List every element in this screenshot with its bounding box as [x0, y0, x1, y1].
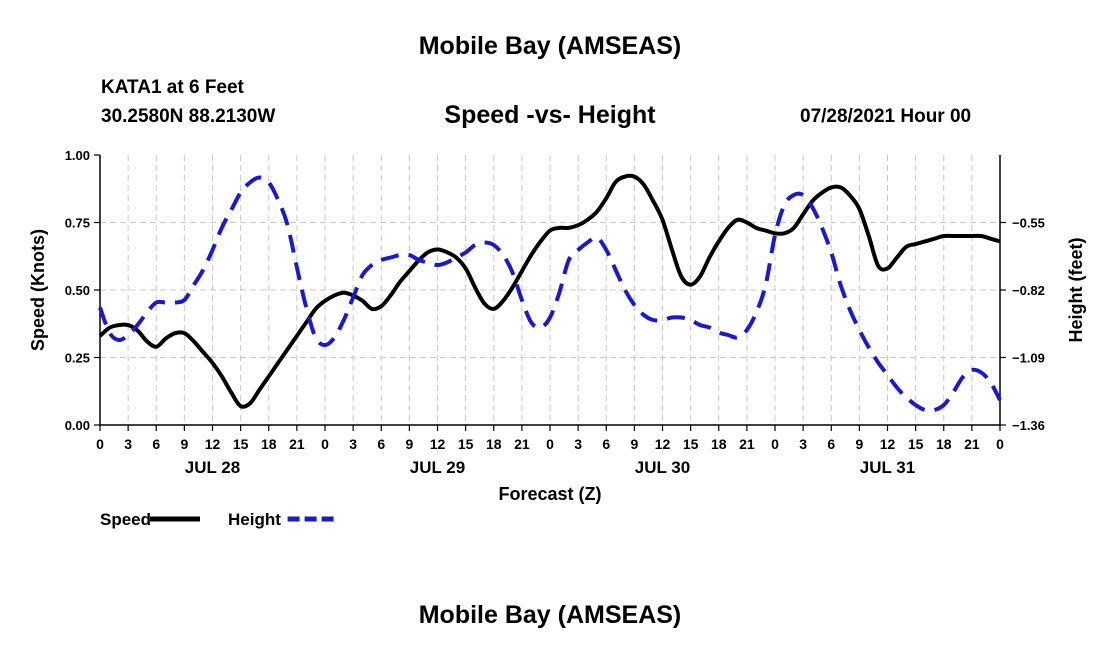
forecast-datetime: 07/28/2021 Hour 00 — [800, 106, 972, 127]
x-tick-label: 18 — [261, 436, 277, 452]
y2-tick-label: −0.82 — [1012, 283, 1045, 298]
x-tick-label: 3 — [349, 436, 357, 452]
x-tick-label: 18 — [486, 436, 502, 452]
day-label: JUL 30 — [635, 458, 690, 477]
station-coordinates: 30.2580N 88.2130W — [101, 106, 276, 127]
y2-tick-label: −1.36 — [1012, 418, 1045, 433]
x-tick-label: 15 — [458, 436, 474, 452]
chart-subtitle: Speed -vs- Height — [444, 101, 656, 129]
station-label: KATA1 at 6 Feet — [101, 77, 244, 98]
day-label: JUL 29 — [410, 458, 465, 477]
x-tick-label: 21 — [964, 436, 980, 452]
y2-tick-label: −0.55 — [1012, 216, 1045, 231]
page-title: Mobile Bay (AMSEAS) — [418, 32, 682, 60]
x-tick-label: 18 — [711, 436, 727, 452]
x-tick-label: 6 — [602, 436, 610, 452]
x-tick-label: 21 — [514, 436, 530, 452]
x-tick-label: 0 — [771, 436, 779, 452]
x-tick-label: 15 — [683, 436, 699, 452]
day-label: JUL 31 — [860, 458, 915, 477]
x-axis-title: Forecast (Z) — [498, 484, 601, 504]
legend-label-speed: Speed — [100, 510, 151, 529]
y-tick-label: 0.00 — [65, 418, 90, 433]
legend-label-height: Height — [228, 510, 281, 529]
series-line-speed — [98, 173, 1001, 409]
x-tick-label: 12 — [430, 436, 446, 452]
footer-title: Mobile Bay (AMSEAS) — [418, 601, 682, 629]
x-tick-label: 21 — [289, 436, 305, 452]
x-tick-label: 9 — [855, 436, 863, 452]
y-tick-label: 0.75 — [65, 216, 90, 231]
y-tick-label: 1.00 — [65, 148, 90, 163]
x-tick-label: 0 — [996, 436, 1004, 452]
x-tick-label: 0 — [321, 436, 329, 452]
x-tick-label: 15 — [908, 436, 924, 452]
x-tick-label: 9 — [405, 436, 413, 452]
x-tick-label: 3 — [799, 436, 807, 452]
x-tick-label: 12 — [880, 436, 896, 452]
x-tick-label: 6 — [152, 436, 160, 452]
x-tick-label: 21 — [739, 436, 755, 452]
x-tick-label: 12 — [205, 436, 221, 452]
x-tick-label: 15 — [233, 436, 249, 452]
y2-axis-title: Height (feet) — [1066, 238, 1086, 343]
y-tick-label: 0.25 — [65, 351, 90, 366]
x-tick-label: 9 — [630, 436, 638, 452]
x-tick-label: 3 — [124, 436, 132, 452]
day-label: JUL 28 — [185, 458, 240, 477]
x-tick-label: 18 — [936, 436, 952, 452]
y-axis-title: Speed (Knots) — [28, 229, 48, 351]
x-tick-label: 6 — [377, 436, 385, 452]
series-line-height — [98, 175, 1002, 413]
x-tick-label: 0 — [546, 436, 554, 452]
x-tick-label: 0 — [96, 436, 104, 452]
x-tick-label: 12 — [655, 436, 671, 452]
x-tick-label: 9 — [180, 436, 188, 452]
x-tick-label: 6 — [827, 436, 835, 452]
x-tick-label: 3 — [574, 436, 582, 452]
y-tick-label: 0.50 — [65, 283, 90, 298]
y2-tick-label: −1.09 — [1012, 351, 1045, 366]
